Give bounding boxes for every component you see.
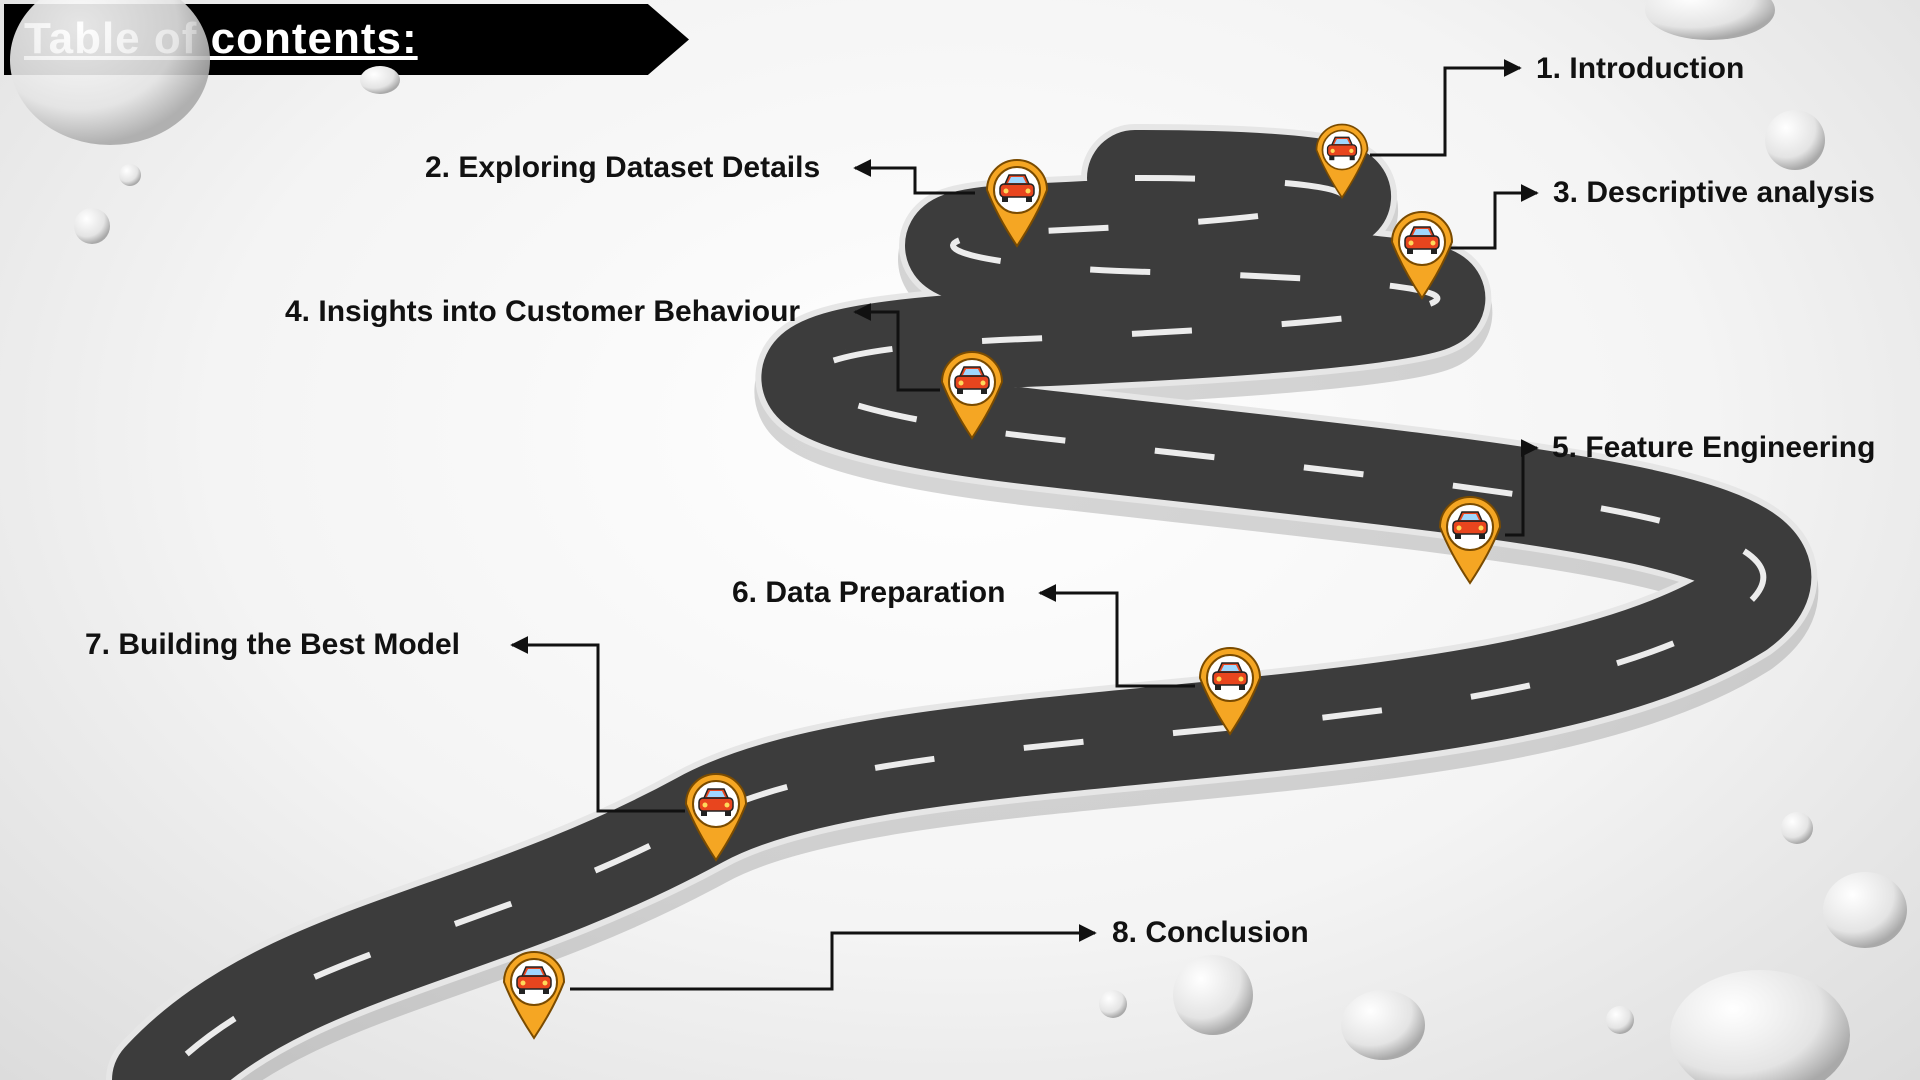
map-pin-car-icon xyxy=(940,351,1004,440)
map-pin-car-icon xyxy=(684,773,748,862)
map-pin-car-icon xyxy=(985,159,1049,248)
connector-8 xyxy=(570,924,1097,991)
water-droplets xyxy=(10,0,1907,1080)
toc-item-3[interactable]: 3. Descriptive analysis xyxy=(1553,176,1875,209)
winding-road xyxy=(106,124,1818,1080)
droplet xyxy=(1781,812,1813,844)
connector-6 xyxy=(1038,584,1195,688)
map-pin-car-icon xyxy=(1390,211,1454,300)
droplet xyxy=(1765,110,1825,170)
droplet xyxy=(1341,990,1425,1060)
droplet xyxy=(1670,970,1850,1080)
connector-4 xyxy=(853,303,940,392)
connector-1 xyxy=(1370,59,1522,157)
connector-5 xyxy=(1505,439,1539,537)
road-center-line xyxy=(157,175,1767,1080)
toc-item-6[interactable]: 6. Data Preparation xyxy=(732,576,1006,609)
toc-item-8[interactable]: 8. Conclusion xyxy=(1112,916,1309,949)
toc-item-7[interactable]: 7. Building the Best Model xyxy=(85,628,461,661)
droplet xyxy=(1645,0,1775,40)
droplet xyxy=(74,208,110,244)
droplet xyxy=(360,66,400,94)
map-pins xyxy=(502,123,1502,1040)
toc-item-5[interactable]: 5. Feature Engineering xyxy=(1552,431,1876,464)
map-pin-car-icon xyxy=(502,951,566,1040)
toc-item-1[interactable]: 1. Introduction xyxy=(1536,52,1745,85)
droplet xyxy=(1823,872,1907,948)
droplet xyxy=(119,164,141,186)
map-pin-car-icon xyxy=(1438,496,1502,585)
toc-item-4[interactable]: 4. Insights into Customer Behaviour xyxy=(285,295,801,328)
map-pin-car-icon xyxy=(1315,123,1369,200)
droplet xyxy=(1173,955,1253,1035)
droplet xyxy=(1099,990,1127,1018)
connector-7 xyxy=(510,636,685,813)
connector-2 xyxy=(853,159,975,195)
toc-item-2[interactable]: 2. Exploring Dataset Details xyxy=(425,151,821,184)
map-pin-car-icon xyxy=(1198,647,1262,736)
connector-3 xyxy=(1450,184,1539,250)
droplet xyxy=(10,0,210,145)
connectors xyxy=(510,59,1539,991)
droplet xyxy=(1606,1006,1634,1034)
